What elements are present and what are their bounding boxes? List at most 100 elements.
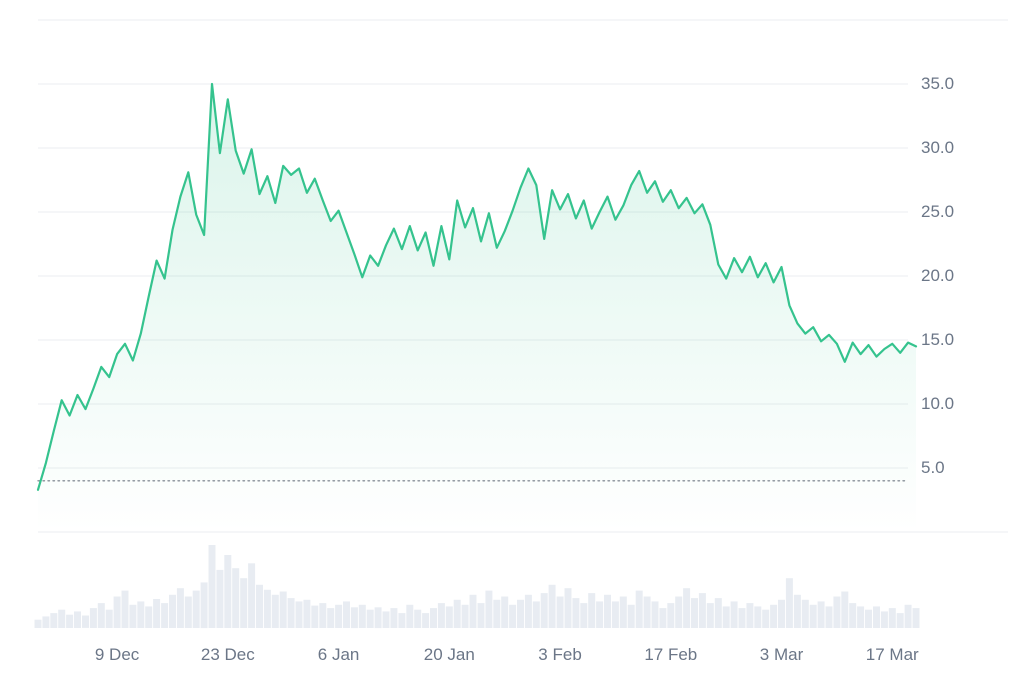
volume-bar [311, 605, 319, 628]
volume-bar [469, 594, 477, 628]
volume-bar [517, 599, 524, 628]
volume-bar [422, 613, 430, 628]
volume-bar [857, 606, 865, 628]
volume-bar [176, 588, 184, 628]
volume-bar [873, 606, 880, 628]
volume-bar [66, 614, 74, 628]
x-axis-label: 9 Dec [94, 645, 140, 664]
volume-bar [817, 601, 825, 628]
volume-bar [596, 601, 604, 628]
volume-bar [382, 611, 390, 628]
volume-bar [200, 582, 208, 629]
volume-bar [611, 601, 619, 628]
volume-bar [754, 606, 762, 628]
volume-bar [564, 588, 572, 628]
volume-bar [714, 598, 722, 628]
y-axis-label: 35.0 [921, 74, 955, 93]
y-axis-label: 30.0 [921, 138, 955, 157]
volume-bar [888, 608, 896, 628]
volume-bar [113, 596, 121, 628]
y-axis-label: 15.0 [921, 330, 955, 349]
volume-bar [303, 599, 311, 628]
volume-bar [722, 606, 730, 628]
volume-bar [248, 563, 256, 628]
volume-bar [896, 613, 904, 628]
volume-bar [184, 596, 192, 628]
volume-bar [445, 606, 453, 628]
volume-bar [232, 568, 240, 628]
volume-bar [105, 609, 113, 628]
x-axis-label: 23 Dec [200, 645, 255, 664]
volume-bar [121, 590, 129, 628]
volume-bar [556, 596, 564, 628]
volume-bar [82, 615, 89, 628]
y-axis-label: 10.0 [921, 394, 955, 413]
volume-bar [691, 598, 698, 628]
volume-bar [675, 596, 683, 628]
volume-bar [667, 603, 675, 628]
volume-bar [208, 545, 216, 628]
volume-bar [501, 596, 509, 628]
volume-bar [129, 604, 137, 628]
volume-bar [453, 599, 461, 628]
volume-bar [762, 609, 770, 628]
volume-bar [659, 608, 667, 628]
volume-bar [532, 601, 540, 628]
volume-bar [224, 555, 232, 628]
volume-bar [485, 590, 493, 628]
volume-bar [350, 607, 358, 629]
volume-bar [335, 604, 343, 628]
volume-bar [778, 599, 785, 628]
volume-bar [706, 603, 714, 628]
y-axis-label: 25.0 [921, 202, 955, 221]
volume-bar [493, 599, 501, 628]
volume-bar [58, 609, 66, 628]
volume-bar [540, 593, 548, 628]
volume-bar [698, 593, 706, 628]
volume-bar [390, 608, 398, 628]
volume-bar [319, 603, 327, 628]
price-line [36, 82, 918, 491]
price-area-fill [38, 84, 916, 532]
volume-bar [74, 611, 81, 628]
volume-bar [256, 584, 263, 628]
volume-bar [240, 578, 248, 628]
volume-bar [833, 596, 841, 628]
volume-bar [374, 607, 382, 629]
volume-bar [793, 594, 801, 628]
volume-bar [145, 606, 153, 628]
volume-bar [366, 609, 374, 628]
volume-bar [398, 613, 406, 628]
volume-bar [437, 603, 445, 628]
volume-bar [849, 603, 857, 628]
volume-bar [619, 596, 627, 628]
volume-bar [34, 619, 42, 628]
volume-bar [406, 604, 414, 628]
volume-bar [548, 584, 556, 628]
volume-bar [604, 594, 611, 628]
volume-bar [263, 589, 271, 628]
volume-bar [580, 603, 588, 628]
volume-bar [137, 601, 145, 628]
volume-bar [643, 596, 651, 628]
volume-bar [287, 598, 295, 628]
volume-bar [572, 598, 580, 628]
volume-bar [169, 594, 176, 628]
volume-bar [192, 590, 200, 628]
volume-bar [153, 599, 161, 628]
volume-bar [801, 599, 809, 628]
x-axis-label: 17 Mar [865, 645, 919, 664]
volume-bar [295, 601, 303, 628]
volume-bar [358, 604, 366, 628]
y-axis-label: 20.0 [921, 266, 955, 285]
x-axis-label: 20 Jan [423, 645, 475, 664]
x-axis-label: 6 Jan [317, 645, 360, 664]
x-axis-label: 17 Feb [644, 645, 698, 664]
volume-bar [809, 604, 817, 628]
volume-bar [343, 601, 350, 628]
volume-bar [216, 569, 224, 628]
volume-bar [841, 591, 849, 628]
volume-bar [477, 603, 485, 628]
